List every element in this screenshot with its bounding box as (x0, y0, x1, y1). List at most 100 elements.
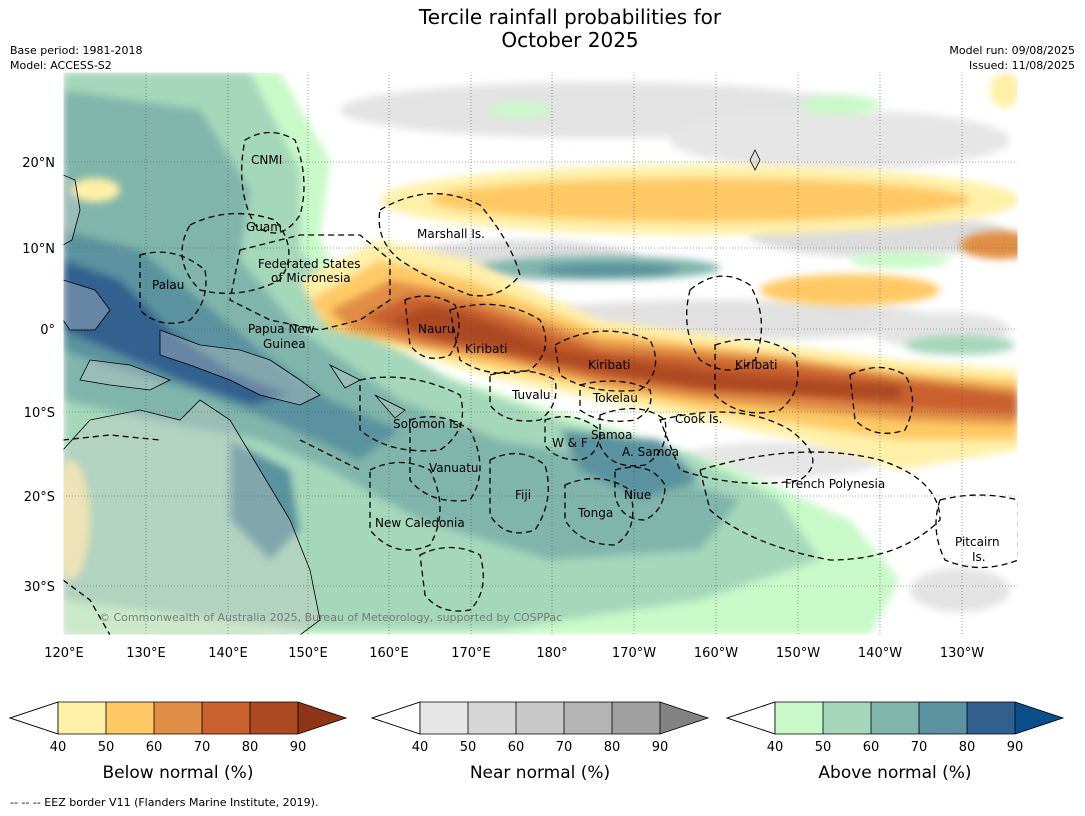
colorbar-low-arrow (725, 701, 776, 735)
colorbar-outline (725, 701, 1065, 735)
colorbar-swatch (967, 702, 1015, 734)
region-label: Fiji (515, 488, 531, 502)
region-label: Marshall Is. (417, 227, 485, 241)
region-label: Tuvalu (511, 388, 551, 402)
colorbar-low-arrow (370, 701, 421, 735)
region-label: Kiribati (465, 342, 507, 356)
region-label: Is. (972, 550, 986, 564)
colorbar-label: Below normal (%) (103, 763, 254, 783)
colorbar-tick: 40 (412, 740, 429, 755)
colorbar-tick: 50 (460, 740, 477, 755)
colorbar-swatch (202, 702, 250, 734)
lon-tick-label: 150°E (288, 646, 328, 661)
landmass-outlines (63, 149, 761, 635)
lon-tick-label: 160°E (369, 646, 409, 661)
lat-tick-label: 30°S (24, 580, 55, 595)
eez-footnote: -- -- -- EEZ border V11 (Flanders Marine… (10, 796, 319, 809)
colorbar-swatch (516, 702, 564, 734)
region-label: Samoa (591, 428, 632, 442)
colorbar-tick: 60 (508, 740, 525, 755)
colorbar-tick: 70 (556, 740, 573, 755)
region-label: French Polynesia (785, 477, 885, 491)
lon-tick-label: 170°E (451, 646, 491, 661)
colorbar-swatch (871, 702, 919, 734)
title-line-1: Tercile rainfall probabilities for (418, 5, 722, 29)
colorbar-swatch (919, 702, 967, 734)
colorbar-tick: 50 (815, 740, 832, 755)
issued-date: Issued: 11/08/2025 (968, 59, 1075, 72)
lon-tick-label: 140°W (858, 646, 902, 661)
lon-tick-label: 150°W (776, 646, 820, 661)
lon-tick-label: 140°E (208, 646, 248, 661)
colorbar-swatch (564, 702, 612, 734)
region-label: Tonga (577, 506, 613, 520)
colorbar-tick: 90 (652, 740, 669, 755)
latitude-labels: 20°N 10°N 0° 10°S 20°S 30°S (22, 156, 55, 595)
lon-tick-label: 180° (536, 646, 567, 661)
colorbar-swatch (106, 702, 154, 734)
map-canvas: © Commonwealth of Australia 2025, Bureau… (63, 72, 1018, 635)
colorbar-swatch (58, 702, 106, 734)
region-label: CNMI (251, 153, 282, 167)
colorbar-label: Above normal (%) (818, 763, 971, 783)
eez-borders (63, 131, 1018, 635)
below-normal-field (63, 72, 1018, 580)
above-normal-field (63, 72, 1015, 635)
colorbar-swatch (775, 702, 823, 734)
colorbar-tick: 60 (146, 740, 163, 755)
colorbar-swatch (468, 702, 516, 734)
colorbar-swatch (823, 702, 871, 734)
colorbar-tick: 80 (959, 740, 976, 755)
model-name: Model: ACCESS-S2 (10, 59, 112, 72)
colorbar-tick: 70 (911, 740, 928, 755)
region-label: Niue (624, 488, 651, 502)
colorbar-high-arrow (298, 702, 346, 734)
region-label: Papua New (248, 322, 315, 336)
region-labels: CNMI Guam Marshall Is. Federated States … (152, 153, 1000, 564)
region-label: Guinea (263, 337, 306, 351)
colorbar-tick: 90 (290, 740, 307, 755)
colorbar-low-arrow (8, 701, 59, 735)
colorbar-tick: 40 (50, 740, 67, 755)
lat-tick-label: 20°N (22, 156, 55, 171)
region-label: Guam (246, 220, 282, 234)
base-period: Base period: 1981-2018 (10, 44, 143, 57)
longitude-labels: 120°E 130°E 140°E 150°E 160°E 170°E 180°… (44, 646, 984, 661)
colorbar-outline (370, 701, 710, 735)
region-label: New Caledonia (375, 516, 465, 530)
lat-tick-label: 10°S (24, 406, 55, 421)
colorbar-below-normal: 40 50 60 70 80 90 Below normal (%) (8, 701, 348, 783)
lat-tick-label: 10°N (22, 242, 55, 257)
colorbar-above-normal: 40 50 60 70 80 90 Above normal (%) (725, 701, 1065, 783)
colorbar-tick: 80 (604, 740, 621, 755)
region-label: Cook Is. (675, 412, 722, 426)
region-label: Solomon Is. (393, 417, 463, 431)
model-run: Model run: 09/08/2025 (949, 44, 1075, 57)
region-label: A. Samoa (622, 445, 679, 459)
colorbar-swatch (154, 702, 202, 734)
region-label: W & F (552, 436, 588, 450)
colorbar-tick: 80 (242, 740, 259, 755)
lon-tick-label: 170°W (612, 646, 656, 661)
colorbar-high-arrow (1015, 702, 1063, 734)
region-label: Pitcairn (955, 535, 1000, 549)
colorbar-tick: 90 (1007, 740, 1024, 755)
colorbar-tick: 70 (194, 740, 211, 755)
colorbar-high-arrow (660, 702, 708, 734)
colorbar-outline (8, 701, 348, 735)
colorbar-near-normal: 40 50 60 70 80 90 Near normal (%) (370, 701, 710, 783)
lon-tick-label: 160°W (694, 646, 738, 661)
colorbar-label: Near normal (%) (470, 763, 610, 783)
lat-tick-label: 20°S (24, 490, 55, 505)
meta-left: Base period: 1981-2018 Model: ACCESS-S2 (10, 43, 142, 73)
colorbar-tick: 60 (863, 740, 880, 755)
colorbar-swatch (250, 702, 298, 734)
meta-right: Model run: 09/08/2025 Issued: 11/08/2025 (949, 43, 1075, 73)
region-label: Kiribati (735, 358, 777, 372)
graticule (63, 72, 1018, 635)
region-label: Nauru (418, 322, 454, 336)
colorbar-swatch (612, 702, 660, 734)
map-title: Tercile rainfall probabilities for Octob… (0, 6, 1085, 52)
region-label: Kiribati (588, 358, 630, 372)
